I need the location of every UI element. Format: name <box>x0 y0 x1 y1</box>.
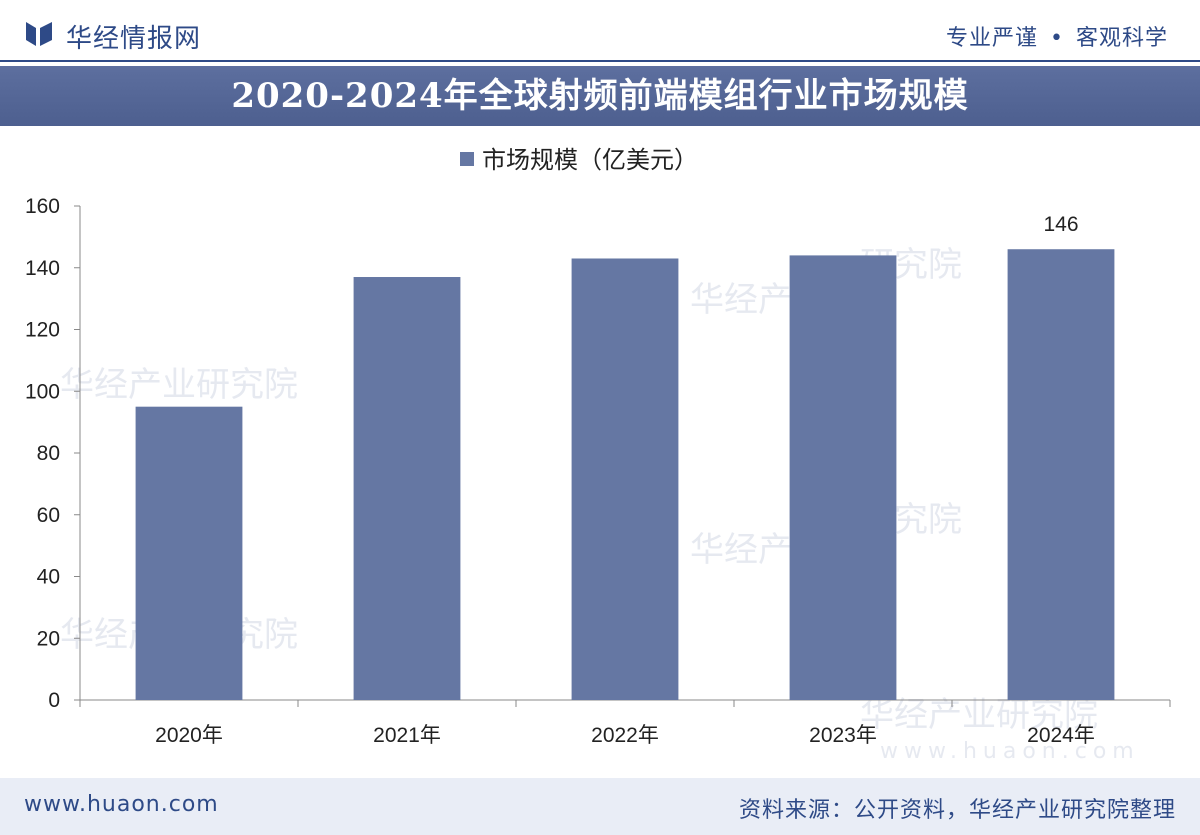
bar <box>789 255 897 700</box>
y-tick-label: 120 <box>25 319 60 342</box>
slogan-dot: • <box>1050 26 1064 51</box>
bar <box>135 406 243 700</box>
bar <box>571 258 679 700</box>
x-tick-label: 2024年 <box>1027 724 1095 747</box>
x-tick-label: 2021年 <box>373 724 441 747</box>
brand-logo-icon <box>26 22 52 46</box>
watermark-text: www.huaon.com <box>880 739 1140 764</box>
bars <box>135 249 1115 700</box>
legend-swatch <box>460 152 474 166</box>
title-bar: 2020-2024年全球射频前端模组行业市场规模 <box>0 66 1200 126</box>
footer-bar: www.huaon.com 资料来源：公开资料，华经产业研究院整理 <box>0 778 1200 835</box>
y-tick-label: 100 <box>25 380 60 403</box>
x-tick-label: 2022年 <box>591 724 659 747</box>
bar-chart: 华经产业研究院 华经产 研究院 华经产业研究院 华经产 研究院 华经产业研究院 … <box>25 146 1171 764</box>
footer-url: www.huaon.com <box>24 792 219 817</box>
y-tick-label: 40 <box>37 566 60 589</box>
y-tick-label: 140 <box>25 257 60 280</box>
y-tick-label: 80 <box>37 442 60 465</box>
watermark-text: 华经产业研究院 <box>860 695 1098 735</box>
chart-area: 华经产业研究院 华经产 研究院 华经产业研究院 华经产 研究院 华经产业研究院 … <box>0 126 1200 778</box>
y-tick-label: 0 <box>48 689 60 712</box>
watermark-text: 华经产 <box>690 280 792 320</box>
watermark-text: 华经产业研究院 <box>60 365 298 405</box>
brand-name: 华经情报网 <box>66 24 202 54</box>
bar-value-label: 146 <box>1043 213 1078 236</box>
y-tick-label: 60 <box>37 504 60 527</box>
slogan-left: 专业严谨 <box>945 26 1038 51</box>
data-labels: 146 <box>1043 213 1078 236</box>
bar <box>353 277 461 700</box>
legend-label: 市场规模（亿美元） <box>482 146 698 174</box>
x-tick-label: 2020年 <box>155 724 223 747</box>
header-bar: 华经情报网 专业严谨 • 客观科学 <box>0 0 1200 62</box>
y-tick-label: 20 <box>37 627 60 650</box>
footer-source: 资料来源：公开资料，华经产业研究院整理 <box>738 798 1176 823</box>
slogan-right: 客观科学 <box>1075 26 1168 51</box>
slogan: 专业严谨 • 客观科学 <box>946 20 1168 52</box>
chart-title: 2020-2024年全球射频前端模组行业市场规模 <box>231 76 969 116</box>
bar <box>1007 249 1115 700</box>
x-axis: 2020年 2021年 2022年 2023年 2024年 <box>79 699 1171 747</box>
watermark-text: 华经产 <box>690 530 792 570</box>
legend: 市场规模（亿美元） <box>460 146 698 174</box>
y-axis: 0 20 40 60 80 100 120 140 160 <box>25 195 81 712</box>
y-tick-label: 160 <box>25 195 60 218</box>
x-tick-label: 2023年 <box>809 724 877 747</box>
